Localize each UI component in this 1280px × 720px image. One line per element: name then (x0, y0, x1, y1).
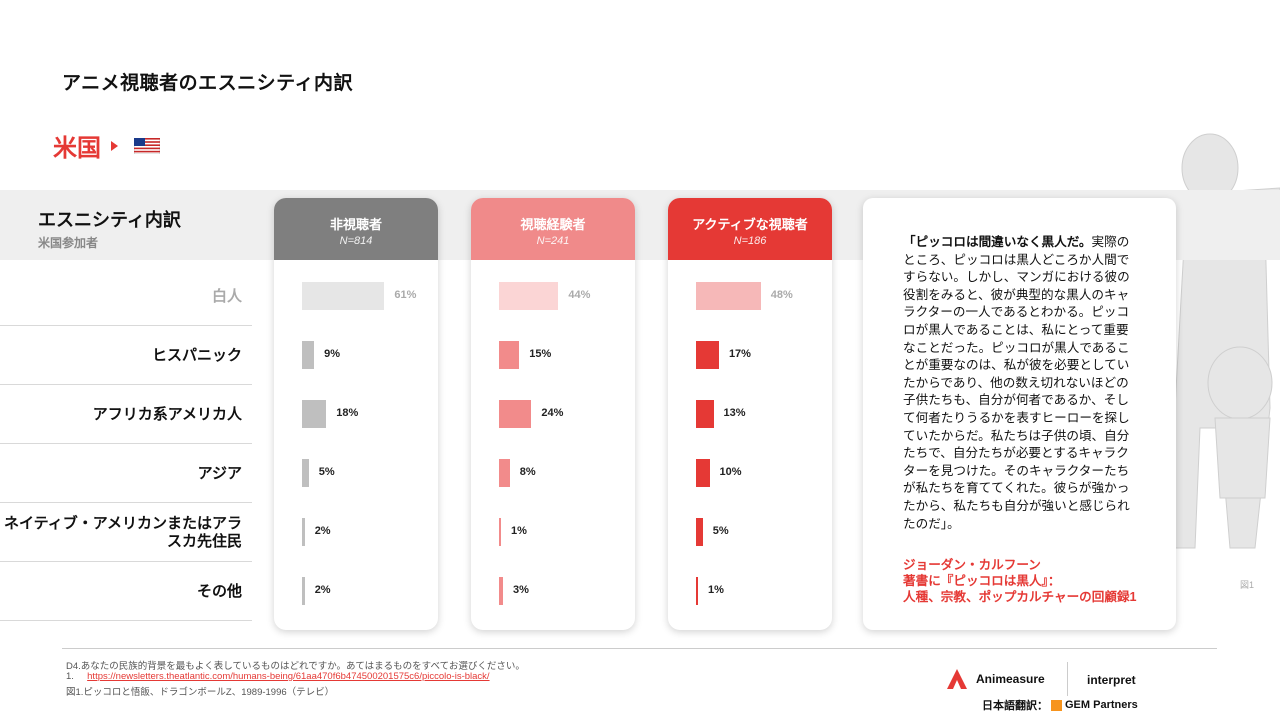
series-column: アクティブな視聴者 N=186 48% 17% 13% 10% 5% 1% (668, 198, 832, 630)
bar (302, 577, 305, 605)
category-label: ヒスパニック (0, 327, 252, 385)
logo-separator (1067, 662, 1068, 696)
bar (499, 341, 520, 369)
data-label: 44% (568, 289, 591, 301)
interpret-logo: interpret (1087, 673, 1136, 687)
footnote-1: 1. https://newsletters.theatlantic.com/h… (66, 671, 490, 682)
quote-body: 実際のところ、ピッコロは黒人どころか人間ですらない。しかし、マンガにおける彼の役… (903, 235, 1130, 531)
bar (499, 400, 532, 428)
category-label: その他 (0, 563, 252, 621)
series-name: 視聴経験者 (520, 217, 586, 232)
category-label: 白人 (0, 268, 252, 326)
series-header: アクティブな視聴者 N=186 (668, 198, 832, 260)
quote-card: 「ピッコロは間違いなく黒人だ。実際のところ、ピッコロは黒人どころか人間ですらない… (863, 198, 1176, 630)
gem-partners-logo: 日本語翻訳： GEM Partners (982, 697, 1138, 713)
data-label: 48% (770, 289, 793, 301)
category-label: アフリカ系アメリカ人 (0, 386, 252, 444)
animeasure-logo: Animeasure (946, 668, 1045, 690)
data-label: 9% (324, 348, 341, 360)
page-title: アニメ視聴者のエスニシティ内訳 (62, 73, 353, 94)
category-label: ネイティブ・アメリカンまたはアラスカ先住民 (0, 504, 252, 562)
footnote-figure: 図1.ピッコロと悟飯、ドラゴンボールZ、1989-1996（テレビ） (66, 687, 335, 698)
bar (696, 400, 714, 428)
arrow-right-icon (111, 140, 118, 151)
data-label: 2% (314, 525, 331, 537)
data-label: 18% (336, 407, 359, 419)
series-column: 非視聴者 N=814 61% 9% 18% 5% 2% 2% (274, 198, 438, 630)
series-name: 非視聴者 (329, 217, 382, 232)
data-label: 61% (394, 289, 417, 301)
bar (696, 341, 719, 369)
data-label: 10% (719, 466, 742, 478)
bar (696, 577, 698, 605)
author-name: ジョーダン・カルフーン (903, 558, 1041, 573)
footnote-1-number: 1. (66, 671, 74, 682)
data-label: 13% (723, 407, 746, 419)
series-count: N=241 (536, 235, 570, 247)
data-label: 24% (541, 407, 564, 419)
series-column: 視聴経験者 N=241 44% 15% 24% 8% 1% 3% (471, 198, 635, 630)
gem-prefix: 日本語翻訳： (982, 700, 1048, 712)
data-label: 1% (708, 584, 724, 596)
footnote-question: D4.あなたの民族的背景を最もよく表しているものはどれですか。あてはまるものをす… (66, 661, 525, 672)
bar (302, 282, 385, 310)
row-header: エスニシティ内訳 米国参加者 (38, 206, 181, 251)
series-name: アクティブな視聴者 (692, 217, 808, 232)
bar (499, 518, 501, 546)
bar (302, 400, 327, 428)
gem-mark-icon (1051, 699, 1062, 711)
bar (499, 282, 559, 310)
bar (696, 518, 703, 546)
series-count: N=186 (733, 235, 767, 247)
series-header: 視聴経験者 N=241 (471, 198, 635, 260)
series-count: N=814 (339, 235, 373, 247)
gem-text: GEM Partners (1065, 699, 1138, 711)
bar (696, 459, 710, 487)
data-label: 15% (529, 348, 552, 360)
footnote-1-link[interactable]: https://newsletters.theatlantic.com/huma… (87, 671, 490, 682)
quote-author: ジョーダン・カルフーン 著書に『ピッコロは黒人』： 人種、宗教、ポップカルチャー… (903, 557, 1138, 605)
category-label: アジア (0, 445, 252, 503)
author-book-1: 著書に『ピッコロは黒人』： (903, 574, 1061, 589)
quote-lead: 「ピッコロは間違いなく黒人だ。 (903, 235, 1092, 249)
data-label: 5% (318, 466, 335, 478)
quote-text: 「ピッコロは間違いなく黒人だ。実際のところ、ピッコロは黒人どころか人間ですらない… (903, 234, 1138, 533)
data-label: 1% (511, 525, 527, 537)
row-header-title: エスニシティ内訳 (38, 210, 181, 230)
bar (499, 577, 504, 605)
country-name: 米国 (53, 135, 101, 162)
country-label: 米国 (53, 128, 160, 163)
row-header-subtitle: 米国参加者 (38, 236, 99, 250)
animeasure-text: Animeasure (976, 672, 1045, 686)
series-header: 非視聴者 N=814 (274, 198, 438, 260)
bar (302, 341, 315, 369)
data-label: 8% (519, 466, 536, 478)
data-label: 3% (513, 584, 529, 596)
figure-label: 図1 (1240, 580, 1255, 590)
footer-divider (62, 648, 1217, 649)
bar (302, 518, 305, 546)
bar (696, 282, 761, 310)
data-label: 2% (314, 584, 331, 596)
bar (499, 459, 510, 487)
author-book-2: 人種、宗教、ポップカルチャーの回顧録1 (903, 590, 1137, 605)
animeasure-mark-icon (947, 669, 967, 689)
data-label: 17% (728, 348, 751, 360)
us-flag-icon (134, 137, 160, 154)
data-label: 5% (712, 525, 729, 537)
bar (302, 459, 309, 487)
